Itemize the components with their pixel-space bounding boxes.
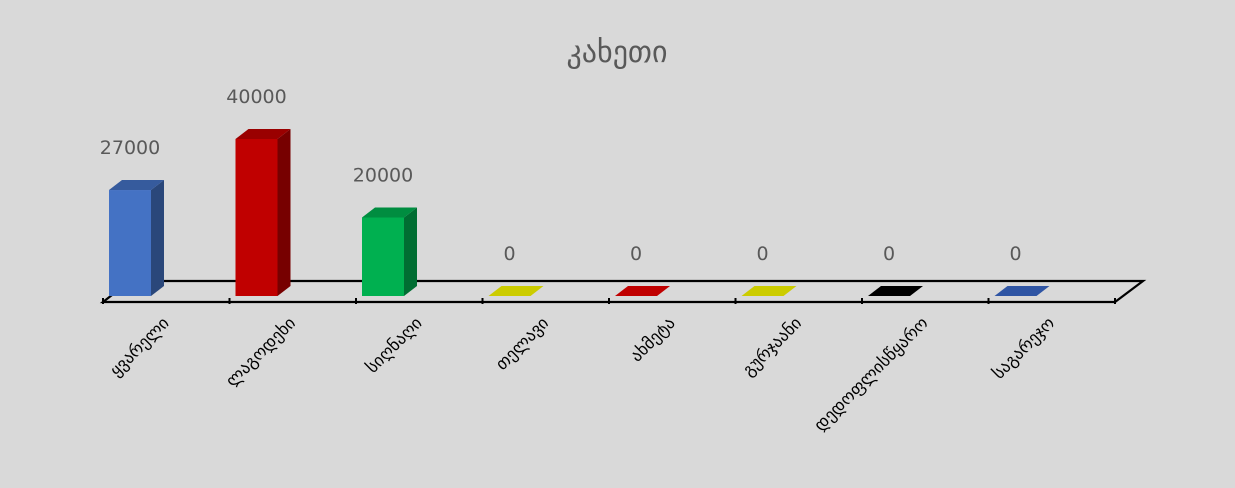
bar-3 — [362, 207, 417, 296]
bar-flat — [615, 286, 670, 296]
bar-front — [109, 190, 151, 296]
data-label-2: 40000 — [226, 86, 286, 108]
bar-front — [362, 217, 404, 296]
category-label-8: საგარეჯო — [989, 313, 1059, 383]
data-label-8: 0 — [1009, 243, 1021, 265]
bar-flat — [868, 286, 923, 296]
bar-side — [151, 180, 164, 296]
bar-7 — [868, 286, 923, 296]
bar-2 — [235, 129, 291, 296]
bars-group — [109, 129, 1050, 296]
bar-top — [362, 207, 417, 218]
data-label-6: 0 — [756, 243, 768, 265]
category-label-7: დედოფლისწყარო — [810, 313, 932, 435]
bar-8 — [994, 286, 1050, 296]
bar-top — [109, 180, 164, 191]
category-label-2: ლაგოდეხი — [222, 313, 300, 391]
bar-side — [404, 207, 417, 296]
data-label-3: 20000 — [353, 165, 413, 187]
data-label-4: 0 — [503, 243, 515, 265]
bar-front — [235, 139, 278, 296]
bar-5 — [615, 286, 670, 296]
category-labels-group: ყვარელი ლაგოდეხი სიღნაღი თელავი ახმეტა გურჯაა… — [102, 298, 1116, 436]
bar-1 — [109, 180, 164, 296]
data-label-1: 27000 — [100, 137, 160, 159]
category-label-4: თელავი — [492, 313, 553, 374]
bar-flat — [488, 286, 544, 296]
chart-title: კახეთი — [566, 35, 667, 70]
category-label-6: გურჯაანი — [739, 313, 806, 380]
data-label-5: 0 — [630, 243, 642, 265]
bar-side — [277, 129, 291, 296]
data-label-7: 0 — [883, 243, 895, 265]
bar-4 — [488, 286, 544, 296]
category-label-3: სიღნაღი — [362, 313, 426, 377]
bar-flat — [741, 286, 797, 296]
category-label-5: ახმეტა — [627, 313, 680, 366]
data-labels-group: 27000 40000 20000 0 0 0 0 0 — [100, 86, 1022, 265]
bar-top — [235, 129, 291, 139]
category-label-1: ყვარელი — [106, 313, 173, 380]
bar-6 — [741, 286, 797, 296]
bar-flat — [994, 286, 1050, 296]
